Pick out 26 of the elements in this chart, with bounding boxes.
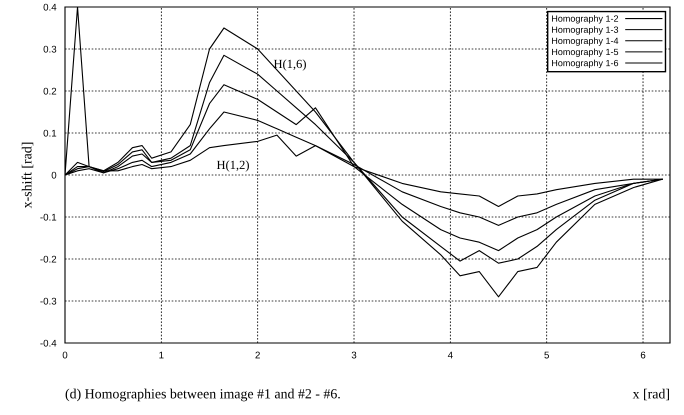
text: (d) Homographies between image #1 and #2 - #6. [66, 388, 340, 402]
x-tick-label: 6 [640, 352, 646, 358]
x-tick-label: 5 [544, 352, 549, 358]
y-tick-label: 0 [52, 172, 56, 179]
y-tick-label: -0.1 [40, 214, 56, 221]
x-tick-label: 0 [62, 352, 68, 358]
legend-label: Homography 1-2 [552, 15, 618, 24]
annotation: H(1,6) [274, 59, 306, 71]
x-tick-label: 4 [448, 352, 453, 358]
y-tick-label: -0.2 [40, 256, 56, 263]
y-tick-label: -0.4 [40, 340, 56, 347]
x-tick-label: 3 [352, 352, 356, 358]
x-tick-label: 2 [255, 352, 260, 358]
y-tick-label: 0.1 [44, 130, 56, 137]
x-tick-label: 1 [159, 352, 164, 358]
y-tick-label: -0.3 [40, 298, 56, 305]
y-tick-label: 0.2 [44, 88, 56, 95]
y-tick-label: 0.3 [44, 46, 56, 53]
x-axis-title: x [rad] [632, 388, 669, 400]
legend-label: Homography 1-6 [552, 60, 618, 68]
legend-label: Homography 1-4 [552, 37, 618, 46]
annotation: H(1,2) [216, 160, 249, 172]
legend-label: Homography 1-3 [552, 26, 618, 35]
y-axis-title: x-shift [rad] [22, 142, 34, 208]
legend-label: Homography 1-5 [552, 48, 618, 57]
y-tick-label: 0.4 [44, 4, 56, 11]
